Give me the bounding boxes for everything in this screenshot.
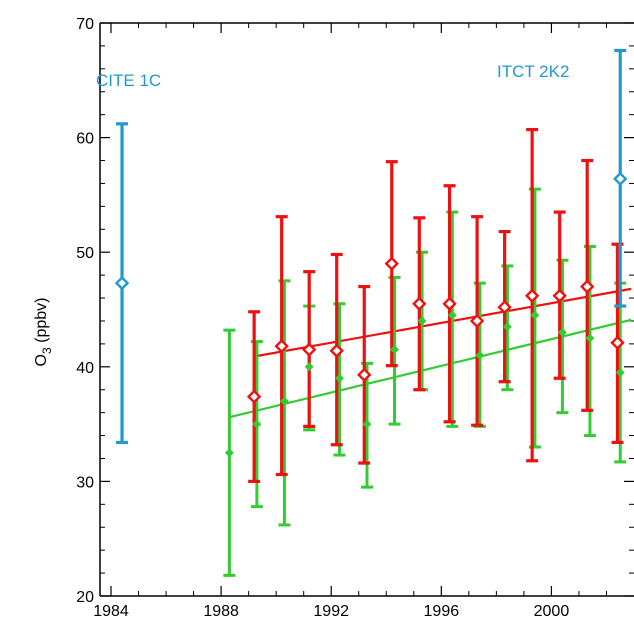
- data-point: [252, 419, 262, 429]
- data-point: [362, 419, 372, 429]
- data-point: [615, 368, 625, 377]
- data-point: [390, 345, 399, 355]
- markers: [114, 171, 628, 458]
- error-bars: [116, 48, 627, 577]
- data-point: [447, 310, 457, 320]
- data-point: [417, 316, 427, 326]
- plot-frame: [99, 22, 634, 597]
- annotation-cite-1c: CITE 1C: [96, 71, 161, 90]
- x-tick-label: 2000: [534, 603, 570, 620]
- data-point: [412, 296, 427, 311]
- x-tick-label: 1992: [313, 603, 349, 620]
- data-point: [585, 333, 595, 343]
- y-axis-label-unit: (ppbv): [33, 298, 50, 348]
- y-tick-label: 20: [76, 589, 94, 606]
- x-tick-label: 1996: [424, 603, 460, 620]
- data-point: [502, 322, 512, 332]
- data-point: [301, 342, 317, 357]
- y-tick-label: 50: [76, 245, 94, 262]
- data-point: [530, 310, 540, 320]
- data-point: [610, 335, 625, 350]
- y-tick-label: 30: [76, 474, 94, 491]
- data-point: [357, 367, 372, 383]
- data-point: [469, 313, 485, 329]
- data-point: [580, 279, 595, 294]
- data-point: [304, 362, 314, 372]
- data-point: [329, 343, 344, 358]
- data-point: [475, 350, 485, 360]
- data-point: [274, 338, 289, 354]
- y-tick-label: 40: [76, 360, 94, 377]
- data-point: [279, 396, 289, 406]
- trend-line: [229, 318, 632, 419]
- data-point: [524, 288, 540, 303]
- data-point: [557, 327, 567, 337]
- data-point: [114, 275, 130, 291]
- data-point: [497, 300, 512, 315]
- data-point: [384, 256, 399, 271]
- trend-lines: [229, 287, 632, 419]
- y-tick-label: 70: [76, 16, 94, 33]
- x-tick-label: 1984: [93, 603, 129, 620]
- annotation-itct-2k2: ITCT 2K2: [497, 62, 569, 81]
- data-point: [442, 296, 457, 311]
- x-tick-label: 1988: [203, 603, 239, 620]
- x-tick-labels: 1984 1988 1992 1996 2000: [93, 603, 569, 620]
- trend-line: [253, 287, 632, 358]
- data-point: [613, 171, 628, 187]
- y-tick-labels: 20 30 40 50 60 70: [76, 16, 94, 606]
- data-point: [335, 373, 344, 383]
- axis-ticks: [100, 22, 634, 597]
- data-point: [246, 389, 262, 404]
- data-point: [224, 448, 234, 458]
- y-axis-label-subscript: 3: [40, 347, 54, 354]
- y-axis-label: O3 (ppbv): [33, 298, 54, 367]
- data-point: [552, 288, 567, 303]
- y-tick-label: 60: [76, 131, 94, 148]
